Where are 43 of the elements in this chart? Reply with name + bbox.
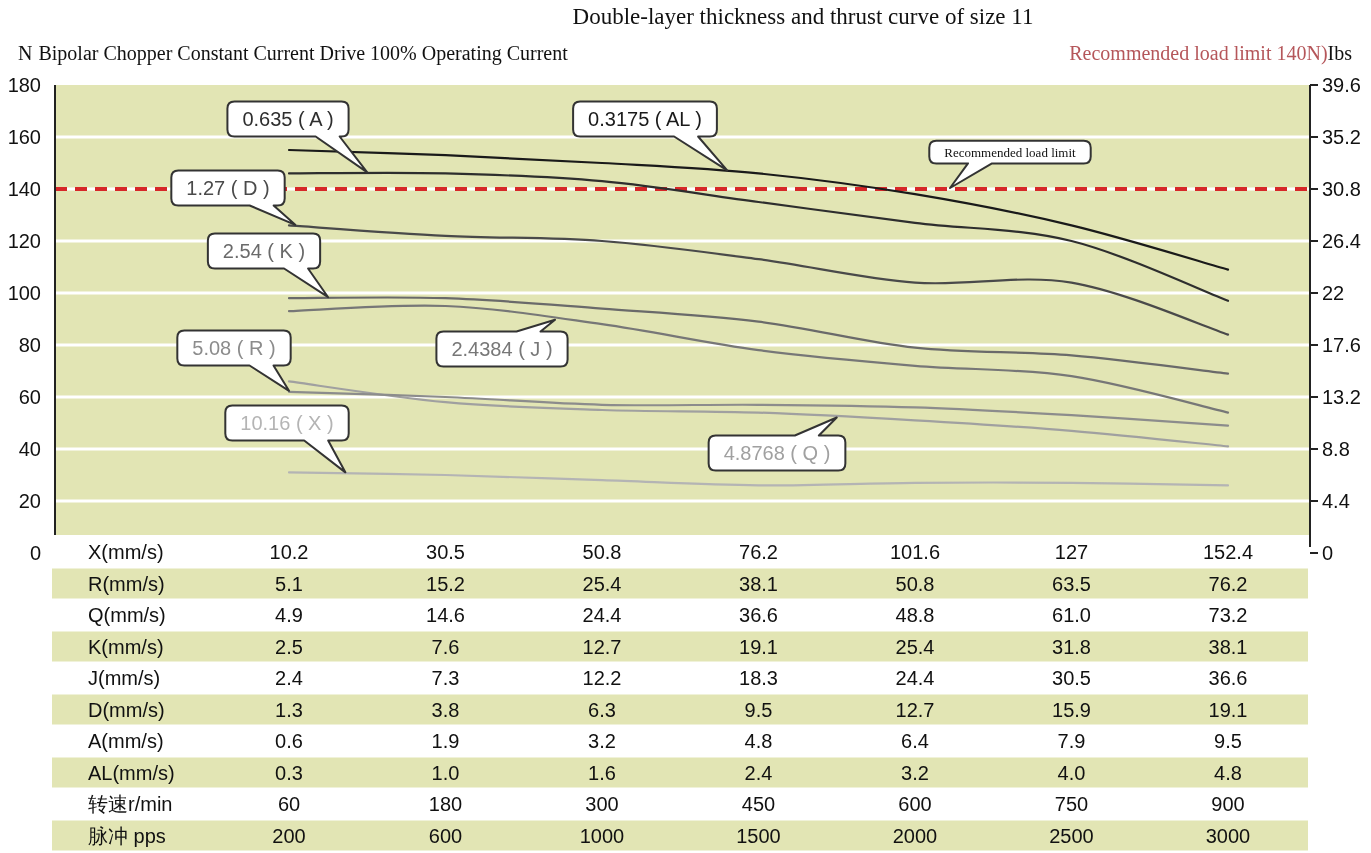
series-label: 2.54 ( K ) — [222, 240, 306, 262]
ref-line-label: Recommended load limit — [944, 144, 1077, 160]
callout: 0.3175 ( AL ) — [572, 100, 729, 172]
series-label: 4.8768 ( Q ) — [723, 442, 831, 464]
y-axis-title: N — [18, 42, 33, 64]
callout: 2.54 ( K ) — [206, 232, 330, 299]
y-tick-label: 20 — [18, 490, 41, 512]
y-tick-label: 100 — [7, 282, 41, 304]
y-tick-label: 80 — [18, 334, 41, 356]
series-label: 2.4384 ( J ) — [451, 338, 553, 360]
text: Recommended load limit 140N) — [1069, 42, 1328, 65]
y2-tick-label: 26.4 — [1322, 230, 1361, 252]
callout: 10.16 ( X ) — [224, 404, 350, 474]
y2-tick-label: 30.8 — [1322, 178, 1361, 200]
y2-tick-label: 39.6 — [1322, 74, 1361, 96]
y2-tick-label: 13.2 — [1322, 386, 1361, 408]
chart-subtitle: Bipolar Chopper Constant Current Drive 100% Operating Current — [38, 42, 569, 65]
y-tick-label: 60 — [18, 386, 41, 408]
callout: 1.27 ( D ) — [170, 169, 297, 226]
y2-tick-label: 8.8 — [1322, 438, 1350, 460]
callout: 2.4384 ( J ) — [435, 318, 569, 368]
series-label: 5.08 ( R ) — [192, 337, 276, 359]
y2-axis-title: Ibs — [1327, 42, 1353, 64]
y2-tick-label: 0 — [1322, 542, 1334, 564]
y2-tick-label: 4.4 — [1322, 490, 1350, 512]
y-tick-label: 40 — [18, 438, 41, 460]
y-tick-label: 160 — [7, 126, 41, 148]
y-tick-label: 0 — [29, 542, 41, 564]
y-tick-label: 120 — [7, 230, 41, 252]
y-tick-label: 140 — [7, 178, 41, 200]
series-label: 1.27 ( D ) — [186, 177, 270, 199]
chart-title: Double-layer thickness and thrust curve of size 11 — [572, 4, 1034, 29]
callout: 0.635 ( A ) — [226, 100, 369, 174]
callout: Recommended load limit — [928, 139, 1092, 189]
y-tick-label: 180 — [7, 74, 41, 96]
y2-tick-label: 22 — [1322, 282, 1345, 304]
table: X(mm/s) 10.2 30.5 50.8 76.2 101.6 127 152.4 R(mm/s) 5.1 15.2 25.4 38.1 50.8 63.5 76.2 Q(mm/s) 4.9 14.6 24.4 36.6 48.8 61.0 73.2 K(mm/s) 2.5 7.6 12.7 19.1 25.4 31.8 38.1 J(mm/s) 2.4 7.3 12.2 18.3 24.4 30.5 36.6 D(mm/s) 1.3 3.8 6.3 9.5 12.7 15.9 19.1 A(mm/s) 0.6 1.9 3.2 4.8 6.4 7.9 9.5 AL(mm/s) 0.3 1.0 1.6 2.4 3.2 4.0 4.8 转速r/min 60 180 300 450 600 750 900 脉冲 pps 200 600 1000 1500 2000 2500 3000 — [52, 537, 1308, 851]
callout: 5.08 ( R ) — [176, 329, 292, 392]
callout: 4.8768 ( Q ) — [707, 416, 847, 472]
series-label: 10.16 ( X ) — [240, 412, 334, 434]
y2-tick-label: 17.6 — [1322, 334, 1361, 356]
y2-tick-label: 35.2 — [1322, 126, 1361, 148]
series-label: 0.3175 ( AL ) — [588, 108, 702, 130]
